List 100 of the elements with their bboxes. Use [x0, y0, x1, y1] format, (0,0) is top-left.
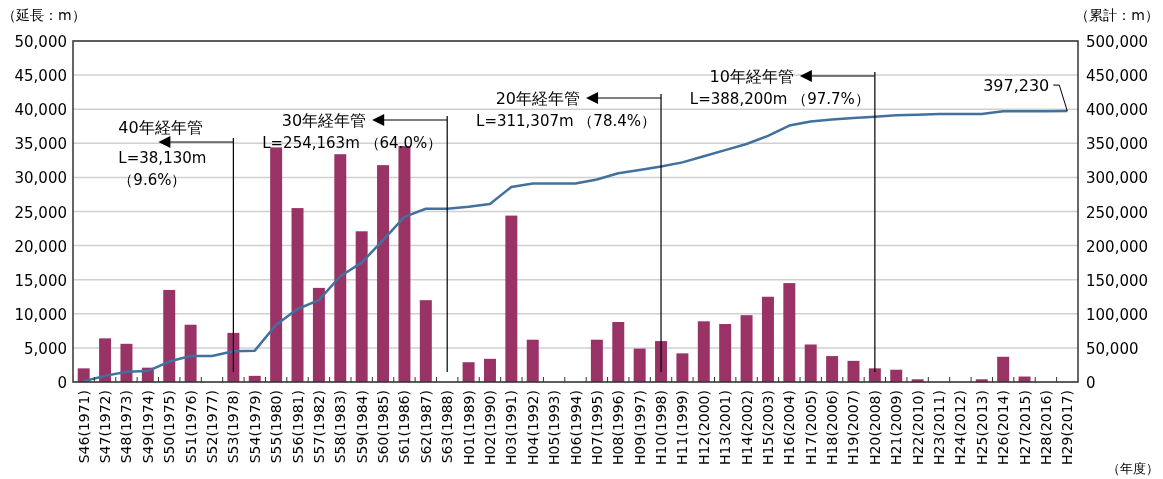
bar [99, 338, 112, 382]
x-tick-label: H23(2011) [931, 390, 948, 465]
x-tick-label: S47(1972) [97, 390, 114, 464]
line-series [82, 109, 1069, 383]
bar [462, 362, 475, 382]
y2-tick-label: 300,000 [1086, 169, 1149, 188]
bar [377, 165, 390, 382]
y2-tick-label: 100,000 [1086, 305, 1149, 324]
bar [398, 146, 411, 382]
y-tick-label: 40,000 [14, 101, 67, 120]
x-tick-label: S49(1974) [139, 390, 156, 464]
bar [590, 339, 603, 382]
x-tick-label: H07(1995) [588, 390, 605, 465]
x-tick-label: H17(2005) [802, 390, 819, 465]
bar [740, 315, 753, 382]
bar [826, 356, 839, 382]
x-tick-label: H27(2015) [1016, 390, 1033, 465]
x-tick-label: S52(1977) [203, 390, 220, 464]
y2-tick-label: 400,000 [1086, 101, 1149, 120]
x-tick-label: H06(1994) [567, 390, 584, 465]
y-tick-label: 20,000 [14, 237, 67, 256]
bar [184, 324, 197, 382]
x-tick-label: H26(2014) [995, 390, 1012, 465]
ref-line-label: 30年経年管 L=254,163m （64.0%） [262, 111, 443, 152]
bar [483, 358, 496, 382]
x-tick-label: H15(2003) [759, 390, 776, 465]
bar [120, 343, 133, 382]
bar [719, 324, 732, 382]
bar [697, 321, 710, 382]
bar [676, 353, 689, 382]
y2-tick-label: 150,000 [1086, 271, 1149, 290]
bar [355, 231, 368, 382]
bar [783, 283, 796, 382]
x-tick-label: S56(1981) [289, 390, 306, 464]
x-tick-label: S58(1983) [332, 390, 349, 464]
x-tick-label: S48(1973) [118, 390, 135, 464]
x-tick-label: S62(1987) [417, 390, 434, 464]
y-tick-label: 50,000 [14, 33, 67, 51]
y-tick-label: 25,000 [14, 203, 67, 222]
y2-axis-title: （累計：m） [1075, 7, 1159, 23]
x-tick-label: H29(2017) [1059, 390, 1076, 465]
y2-tick-label: 50,000 [1086, 339, 1139, 358]
y-axis-title: （延長：m） [2, 7, 86, 23]
bar [419, 300, 432, 382]
x-axis-title: （年度） [1107, 461, 1159, 476]
ref-line-label: 40年経年管 L=38,130m （9.6%） [118, 118, 207, 189]
bar [761, 296, 774, 382]
x-tick-label: H20(2008) [866, 390, 883, 465]
x-tick-label: H19(2007) [845, 390, 862, 465]
x-tick-label: H21(2009) [888, 390, 905, 465]
x-tick-label: S46(1971) [75, 390, 92, 464]
x-tick-label: S53(1978) [225, 390, 242, 464]
bar [505, 215, 518, 382]
x-tick-label: S54(1979) [246, 390, 263, 464]
y-tick-label: 10,000 [14, 305, 67, 324]
bar [633, 348, 646, 382]
y2-tick-label: 450,000 [1086, 67, 1149, 86]
y2-tick-label: 500,000 [1086, 33, 1149, 51]
bar [997, 356, 1010, 382]
x-tick-label: S61(1986) [396, 390, 413, 464]
x-tick-label: H01(1989) [460, 390, 477, 465]
x-tick-label: S55(1980) [268, 390, 285, 464]
x-tick-label: H11(1999) [674, 390, 691, 465]
y-tick-label: 0 [57, 374, 67, 392]
ref-line-label: 10年経年管 L=388,200m （97.7%） [689, 67, 870, 108]
x-tick-label: H13(2001) [717, 390, 734, 465]
x-tick-label: H04(1992) [524, 390, 541, 465]
bar [334, 154, 347, 382]
y-tick-label: 30,000 [14, 169, 67, 188]
y2-tick-label: 350,000 [1086, 135, 1149, 154]
y2-tick-label: 200,000 [1086, 237, 1149, 256]
bar [847, 360, 860, 382]
x-tick-label: H10(1998) [653, 390, 670, 465]
x-tick-label: H16(2004) [781, 390, 798, 465]
x-tick-label: S51(1976) [182, 390, 199, 464]
x-tick-label: S50(1975) [161, 390, 178, 464]
y2-tick-label: 0 [1086, 374, 1096, 392]
bar [312, 287, 325, 382]
y2-tick-label: 250,000 [1086, 203, 1149, 222]
x-tick-label: H05(1993) [546, 390, 563, 465]
bar [163, 289, 176, 382]
bar [804, 344, 817, 382]
data-label: 397,230 [983, 76, 1050, 96]
y-tick-label: 35,000 [14, 135, 67, 154]
y-tick-label: 15,000 [14, 271, 67, 290]
x-tick-label: H18(2006) [824, 390, 841, 465]
x-tick-label: S63(1988) [439, 390, 456, 464]
y-tick-label: 45,000 [14, 67, 67, 86]
x-tick-label: H25(2013) [973, 390, 990, 465]
x-tick-label: H14(2002) [738, 390, 755, 465]
x-tick-label: H22(2010) [909, 390, 926, 465]
x-tick-label: H03(1991) [503, 390, 520, 465]
x-tick-label: H08(1996) [610, 390, 627, 465]
ref-line-label: 20年経年管 L=311,307m （78.4%） [476, 89, 657, 130]
x-tick-label: S60(1985) [375, 390, 392, 464]
bar [890, 369, 903, 382]
x-tick-label: H28(2016) [1037, 390, 1054, 465]
x-tick-label: H02(1990) [481, 390, 498, 465]
y-tick-label: 5,000 [24, 339, 67, 358]
x-tick-label: H12(2000) [695, 390, 712, 465]
